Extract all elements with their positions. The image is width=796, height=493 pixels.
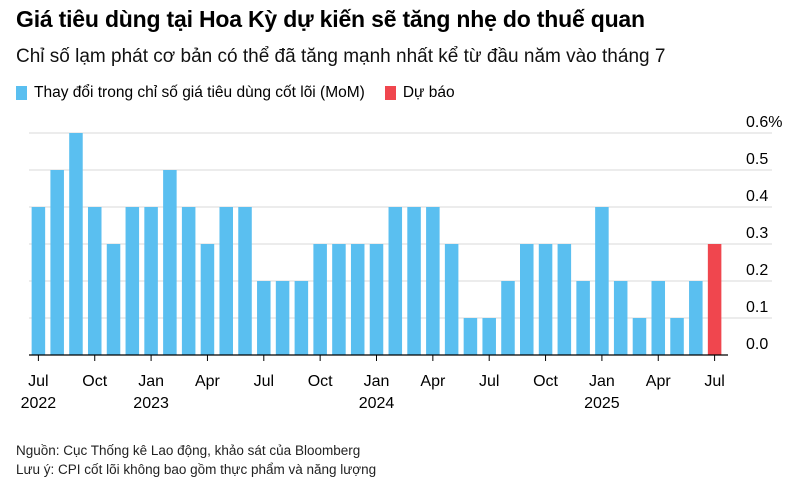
bar-actual	[200, 244, 215, 355]
bar-actual	[613, 281, 628, 355]
legend-label-actual: Thay đổi trong chỉ số giá tiêu dùng cốt …	[34, 84, 365, 101]
bar-actual	[125, 207, 140, 355]
bar-actual	[219, 207, 233, 355]
bar-actual	[369, 244, 384, 355]
bar-actual	[144, 207, 158, 355]
bar-actual	[332, 244, 346, 355]
x-tick-label: Jul	[254, 373, 274, 390]
x-tick-label: Apr	[420, 373, 446, 390]
legend-label-forecast: Dự báo	[402, 84, 455, 101]
bar-actual	[670, 318, 684, 355]
bar-actual	[444, 244, 459, 355]
bar-actual	[275, 281, 290, 355]
legend-item-forecast: Dự báo	[384, 84, 455, 102]
y-tick-label: 0.6%	[746, 114, 782, 131]
bar-actual	[181, 207, 196, 355]
y-tick-label: 0.0	[746, 336, 768, 353]
bar-actual	[257, 281, 271, 355]
bar-actual	[501, 281, 515, 355]
bar-actual	[50, 170, 64, 355]
bar-actual	[313, 244, 327, 355]
x-tick-label: Jul	[704, 373, 724, 390]
y-tick-label: 0.1	[746, 299, 768, 316]
y-tick-label: 0.4	[746, 188, 768, 205]
bar-actual	[632, 318, 647, 355]
bar-forecast	[707, 244, 722, 355]
x-tick-label: Apr	[195, 373, 221, 390]
x-tick-year-label: 2023	[133, 395, 169, 412]
bar-actual	[69, 133, 83, 355]
legend-item-actual: Thay đổi trong chỉ số giá tiêu dùng cốt …	[16, 84, 365, 102]
x-tick-year-label: 2024	[359, 395, 395, 412]
bar-actual	[106, 244, 121, 355]
chart-subtitle: Chỉ số lạm phát cơ bản có thể đã tăng mạ…	[16, 46, 666, 67]
chart-title: Giá tiêu dùng tại Hoa Kỳ dự kiến sẽ tăng…	[16, 6, 645, 32]
bar-actual	[163, 170, 177, 355]
y-tick-label: 0.2	[746, 262, 768, 279]
bar-actual	[538, 244, 553, 355]
x-tick-label: Jul	[479, 373, 499, 390]
legend-swatch-forecast	[384, 86, 396, 100]
bar-chart: 0.0 0.1 0.2 0.3 0.4 0.5 0.6% Jul 2022 Oct Jan 2023 A…	[21, 114, 783, 412]
source-note: Nguồn: Cục Thống kê Lao động, khảo sát c…	[16, 443, 361, 458]
bar-actual	[388, 207, 403, 355]
bar-actual	[87, 207, 102, 355]
legend: Thay đổi trong chỉ số giá tiêu dùng cốt …	[16, 84, 475, 102]
bar-actual	[31, 207, 46, 355]
bar-actual	[294, 281, 309, 355]
x-tick-label: Apr	[646, 373, 672, 390]
x-tick-year-label: 2025	[584, 395, 620, 412]
x-tick-year-label: 2022	[21, 395, 57, 412]
x-tick-label: Jan	[589, 373, 615, 390]
bar-actual	[595, 207, 609, 355]
y-tick-label: 0.5	[746, 151, 768, 168]
legend-swatch-actual	[16, 86, 27, 100]
x-tick-label: Jan	[138, 373, 164, 390]
bar-actual	[426, 207, 440, 355]
x-tick-label: Oct	[308, 373, 333, 390]
bar-actual	[576, 281, 590, 355]
footnote: Lưu ý: CPI cốt lõi không bao gồm thực ph…	[16, 462, 377, 477]
x-tick-label: Jan	[364, 373, 390, 390]
y-tick-label: 0.3	[746, 225, 768, 242]
bar-actual	[238, 207, 252, 355]
x-tick-label: Oct	[82, 373, 107, 390]
bar-actual	[689, 281, 703, 355]
bar-actual	[482, 318, 496, 355]
x-tick-label: Jul	[28, 373, 48, 390]
bar-actual	[463, 318, 478, 355]
bar-actual	[557, 244, 572, 355]
bar-actual	[407, 207, 421, 355]
bar-actual	[350, 244, 365, 355]
bar-actual	[520, 244, 534, 355]
bar-actual	[651, 281, 666, 355]
x-tick-label: Oct	[533, 373, 558, 390]
